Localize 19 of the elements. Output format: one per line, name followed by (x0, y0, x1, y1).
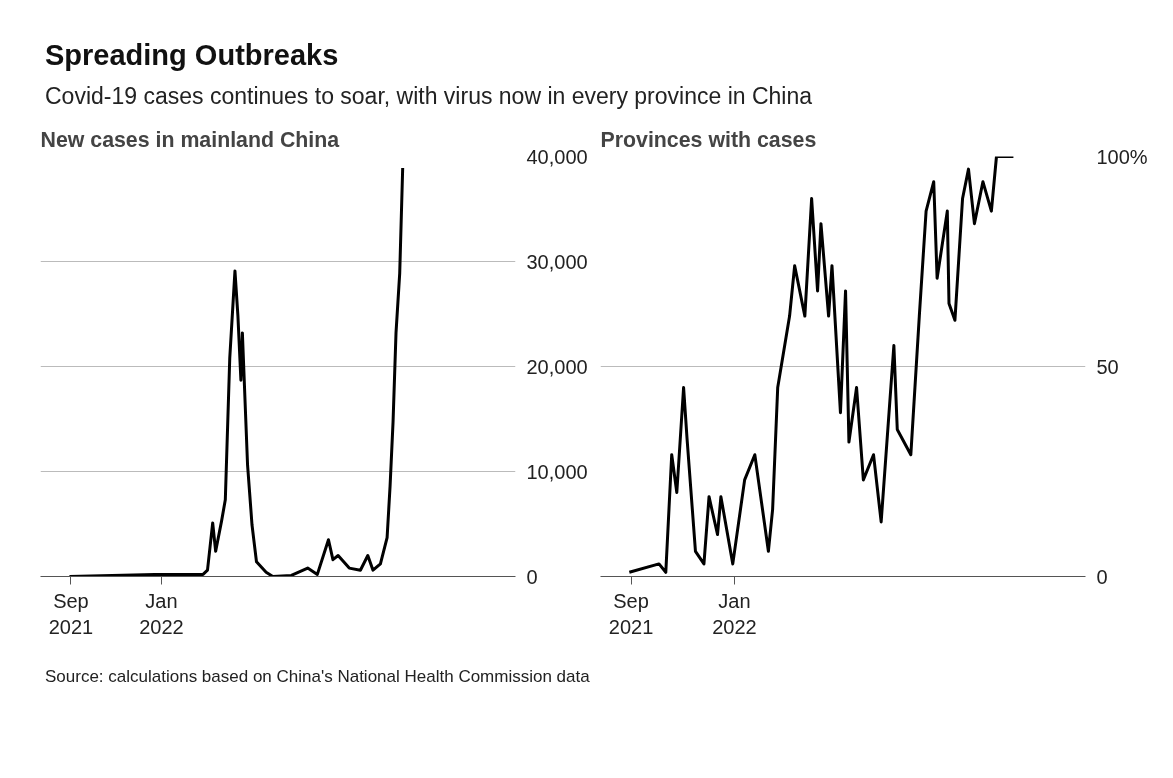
y-tick-label: 20,000 (526, 355, 588, 378)
line-series (67, 166, 405, 577)
y-tick-label: 0 (1096, 565, 1108, 588)
line-series (627, 156, 1015, 574)
y-tick-label: 10,000 (526, 460, 588, 483)
y-tick-label: 100% (1096, 145, 1148, 168)
source-note: Source: calculations based on China's National Health Commission data (45, 666, 590, 688)
y-tick-label: 50 (1096, 355, 1119, 378)
y-tick-label: 30,000 (526, 250, 588, 273)
text: Covid-19 cases continues to soar, with virus now in every province in China (45, 82, 813, 112)
x-tick-label: Sep 2021 (48, 589, 94, 638)
x-tick-label: Sep 2021 (608, 589, 654, 638)
text: Spreading Outbreaks (45, 38, 340, 73)
x-tick-label: Jan 2022 (139, 589, 184, 638)
x-tick-label: Jan 2022 (712, 589, 757, 638)
y-tick-label: 40,000 (526, 145, 588, 168)
y-tick-label: 0 (526, 565, 538, 588)
chart-title: Provinces with cases (600, 127, 817, 152)
chart-title: New cases in mainland China (40, 127, 340, 152)
